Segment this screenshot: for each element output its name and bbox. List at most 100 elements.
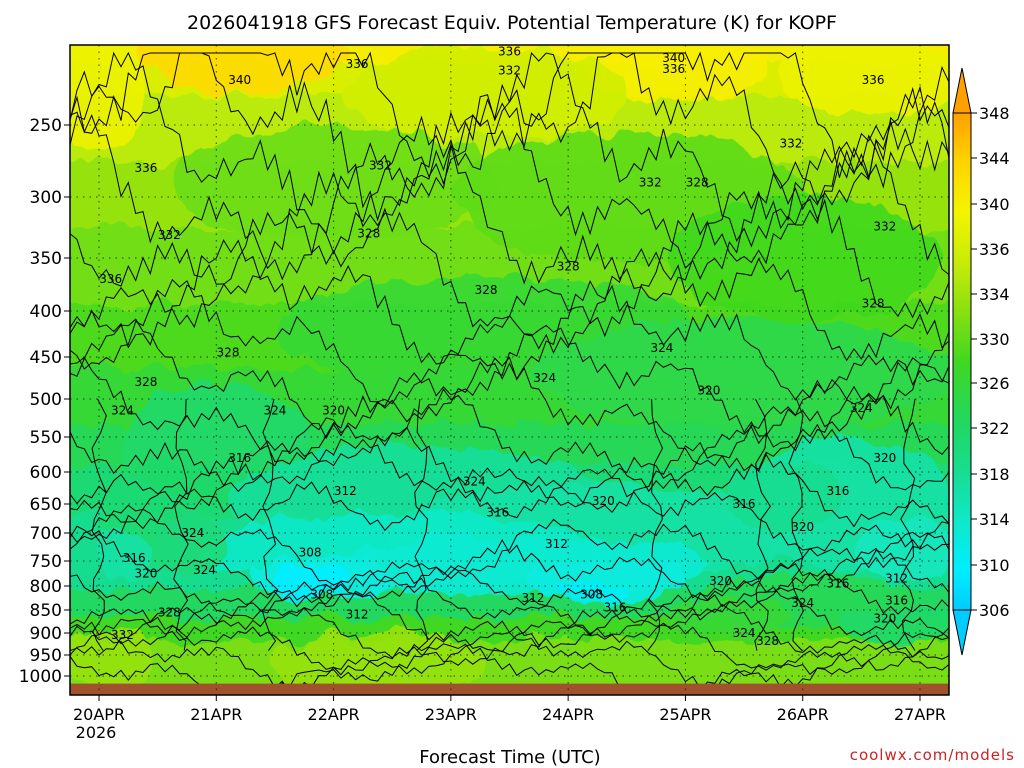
- contour-label: 336: [99, 272, 122, 286]
- y-tick-label: 750: [30, 552, 62, 572]
- colorbar-label: 314: [979, 510, 1010, 529]
- y-tick-label: 850: [30, 601, 62, 621]
- contour-label: 316: [123, 551, 146, 565]
- contour-line: [70, 618, 949, 676]
- contour-label: 308: [310, 588, 333, 602]
- contour-label: 312: [334, 484, 357, 498]
- contour-line: [261, 398, 279, 651]
- contour-label: 320: [709, 574, 732, 588]
- x-tick-label: 24APR: [542, 705, 594, 724]
- field-feature: [269, 564, 352, 598]
- contour-label: 332: [369, 158, 392, 172]
- contour-label: 340: [662, 51, 685, 65]
- contour-label: 332: [158, 228, 181, 242]
- x-tick-label: 23APR: [425, 705, 477, 724]
- contour-line: [70, 525, 949, 608]
- field-feature: [849, 518, 949, 581]
- x-tick-label: 21APR: [190, 705, 242, 724]
- colorbar-top-arrow: [952, 67, 972, 114]
- x-tick-label: 27APR: [894, 705, 946, 724]
- contour-lines: [70, 51, 949, 693]
- contour-label: 328: [217, 345, 240, 359]
- x-tick-label: 22APR: [308, 705, 360, 724]
- x-tick-label: 26APR: [777, 705, 829, 724]
- y-axis: 250 300 350 400 450 500 550 600 650 700 750 800 850 9…: [19, 116, 70, 687]
- field-feature: [70, 629, 158, 689]
- credit-text: coolwx.com/models: [850, 746, 1015, 764]
- contour-label: 324: [651, 341, 674, 355]
- colorbar-label: 326: [979, 374, 1010, 393]
- contour-label: 332: [639, 176, 662, 190]
- contour-label: 328: [686, 176, 709, 190]
- contour-label: 320: [697, 384, 720, 398]
- y-tick-label: 400: [30, 302, 62, 322]
- contour-label: 316: [826, 484, 849, 498]
- ground-strip: [70, 683, 949, 695]
- contour-label: 328: [357, 227, 380, 241]
- field-feature: [779, 45, 949, 117]
- chart-title: 2026041918 GFS Forecast Equiv. Potential…: [187, 12, 837, 34]
- y-tick-label: 900: [30, 624, 62, 644]
- field-feature: [134, 45, 346, 93]
- y-tick-label: 300: [30, 188, 62, 208]
- contour-label: 324: [263, 403, 286, 417]
- colorbar: 306 310 314 318 322 326 330 334 336 340 344 348: [952, 67, 1010, 656]
- y-tick-label: 1000: [19, 667, 62, 687]
- contour-label: 308: [580, 588, 603, 602]
- contour-label: 324: [850, 401, 873, 415]
- contour-label: 336: [862, 73, 885, 87]
- contour-line: [70, 603, 949, 660]
- contour-label: 332: [111, 628, 134, 642]
- colorbar-body: [952, 112, 972, 611]
- field-feature: [720, 462, 838, 533]
- contour-line: [647, 398, 664, 651]
- colorbar-label: 318: [979, 465, 1010, 484]
- contour-label: 320: [322, 403, 345, 417]
- colorbar-label: 310: [979, 556, 1010, 575]
- contour-label: 316: [826, 577, 849, 591]
- field-feature: [93, 529, 152, 582]
- plot-frame: [69, 44, 950, 696]
- contour-label: 324: [193, 563, 216, 577]
- contour-line: [899, 398, 916, 651]
- contour-label: 328: [134, 375, 157, 389]
- x-tick-sublabel: 2026: [76, 723, 117, 742]
- contour-label: 312: [545, 537, 568, 551]
- contour-label: 336: [498, 44, 521, 58]
- contour-line: [70, 625, 949, 693]
- y-tick-label: 450: [30, 348, 62, 368]
- contour-label: 340: [228, 73, 251, 87]
- contour-line: [173, 398, 189, 651]
- contour-label: 336: [662, 62, 685, 76]
- y-tick-label: 500: [30, 390, 62, 410]
- colorbar-label: 334: [979, 285, 1010, 304]
- contour-line: [70, 239, 949, 365]
- contour-label: 316: [733, 497, 756, 511]
- contour-line: [91, 398, 107, 651]
- colorbar-label: 322: [979, 419, 1010, 438]
- contour-label: 332: [873, 219, 896, 233]
- colorbar-label: 306: [979, 601, 1010, 620]
- contour-line: [70, 51, 949, 255]
- contour-label: 328: [158, 605, 181, 619]
- contour-line: [70, 318, 949, 440]
- contour-label: 320: [873, 451, 896, 465]
- contour-label: 316: [228, 451, 251, 465]
- contour-line: [70, 356, 949, 467]
- contour-label: 312: [885, 572, 908, 586]
- y-tick-label: 800: [30, 577, 62, 597]
- contour-label: 324: [533, 371, 556, 385]
- contour-label: 320: [134, 567, 157, 581]
- x-tick-label: 25APR: [659, 705, 711, 724]
- contour-label: 312: [346, 608, 369, 622]
- contour-label: 320: [873, 611, 896, 625]
- contour-label: 336: [346, 57, 369, 71]
- field-feature: [70, 45, 146, 154]
- contour-label: 324: [463, 475, 486, 489]
- y-tick-label: 650: [30, 495, 62, 515]
- gridlines: [70, 45, 949, 695]
- y-tick-label: 700: [30, 524, 62, 544]
- contour-line: [788, 398, 805, 651]
